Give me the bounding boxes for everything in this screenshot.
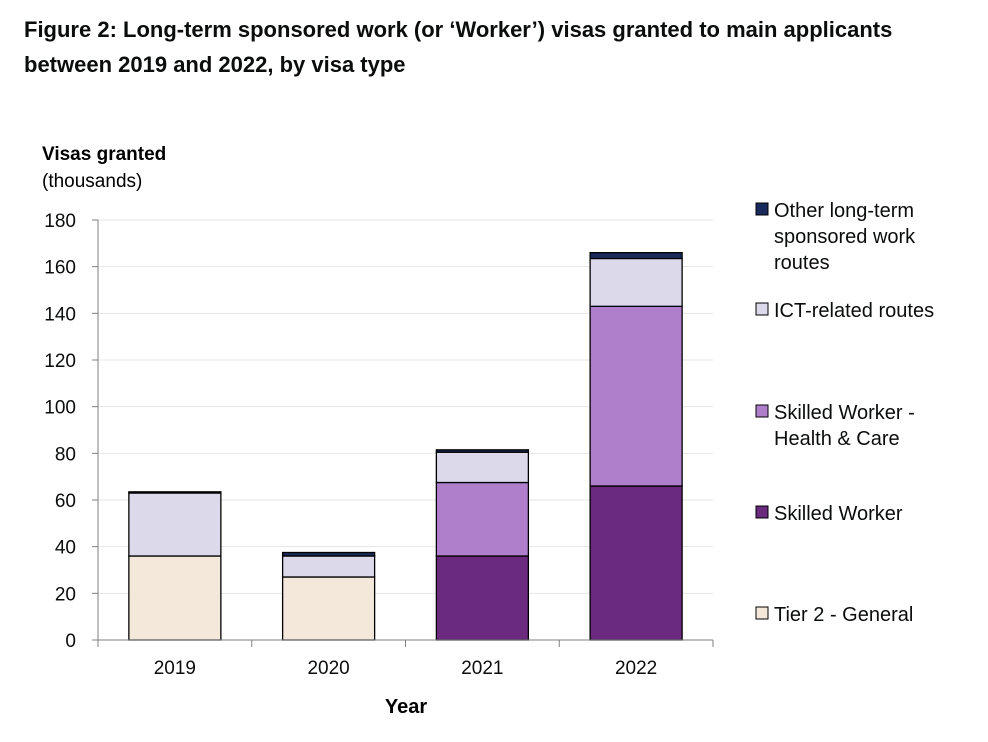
x-tick-label: 2021 — [461, 658, 503, 679]
bar-segment-2019-3 — [128, 492, 222, 557]
legend-label: Tier 2 - General — [774, 604, 913, 626]
legend-label: sponsored work — [774, 226, 916, 248]
legend-label: Skilled Worker — [774, 503, 903, 525]
legend-label: Other long-term — [774, 200, 914, 222]
y-tick-label: 20 — [55, 584, 76, 605]
x-tick-label: 2022 — [615, 658, 657, 679]
legend: Other long-term sponsored work routes ICT-r… — [755, 200, 934, 626]
y-tick-label: 0 — [65, 631, 76, 652]
legend-swatch — [755, 505, 769, 519]
bar-segment-2022-4 — [589, 252, 683, 260]
bar-segment-2022-2 — [589, 305, 683, 487]
x-tick-labels: 2019 2020 2021 2022 — [97, 640, 714, 679]
bar-segment-2019-0 — [128, 555, 222, 641]
bar-segment-2021-1 — [435, 555, 530, 641]
bar-segment-2021-2 — [435, 481, 530, 557]
bar-segment-2021-3 — [435, 451, 530, 484]
y-axis-unit: (thousands) — [42, 171, 142, 192]
legend-label: Skilled Worker - — [774, 402, 915, 424]
legend-swatch — [755, 404, 769, 418]
y-tick-label: 140 — [44, 304, 76, 325]
bar-segment-2020-4 — [281, 551, 376, 557]
legend-swatch — [755, 302, 769, 316]
y-tick-label: 80 — [55, 444, 76, 465]
x-tick-label: 2020 — [307, 658, 349, 679]
bars — [128, 252, 683, 641]
bar-segment-2020-0 — [281, 576, 376, 641]
y-tick-label: 180 — [44, 211, 76, 232]
figure-title: Figure 2: Long-term sponsored work (or ‘… — [24, 17, 893, 77]
bar-segment-2021-4 — [435, 449, 530, 453]
y-tick-label: 100 — [44, 398, 76, 419]
bar-segment-2020-3 — [281, 555, 376, 578]
bar-segment-2019-4 — [128, 491, 222, 494]
bar-segment-2022-3 — [589, 257, 683, 307]
legend-label: Health & Care — [774, 428, 900, 450]
legend-swatch — [755, 202, 769, 216]
x-axis-title: Year — [385, 696, 427, 718]
x-tick-label: 2019 — [154, 658, 196, 679]
y-tick-labels: 0 20 40 60 80 100 120 140 160 180 — [44, 211, 98, 652]
legend-label: routes — [774, 252, 830, 274]
y-tick-label: 40 — [55, 538, 76, 559]
y-tick-label: 60 — [55, 491, 76, 512]
y-tick-label: 160 — [44, 258, 76, 279]
legend-label: ICT-related routes — [774, 300, 934, 322]
bar-segment-2022-1 — [589, 485, 683, 641]
y-axis-title: Visas granted — [42, 144, 166, 165]
y-tick-label: 120 — [44, 351, 76, 372]
legend-swatch — [755, 606, 769, 620]
